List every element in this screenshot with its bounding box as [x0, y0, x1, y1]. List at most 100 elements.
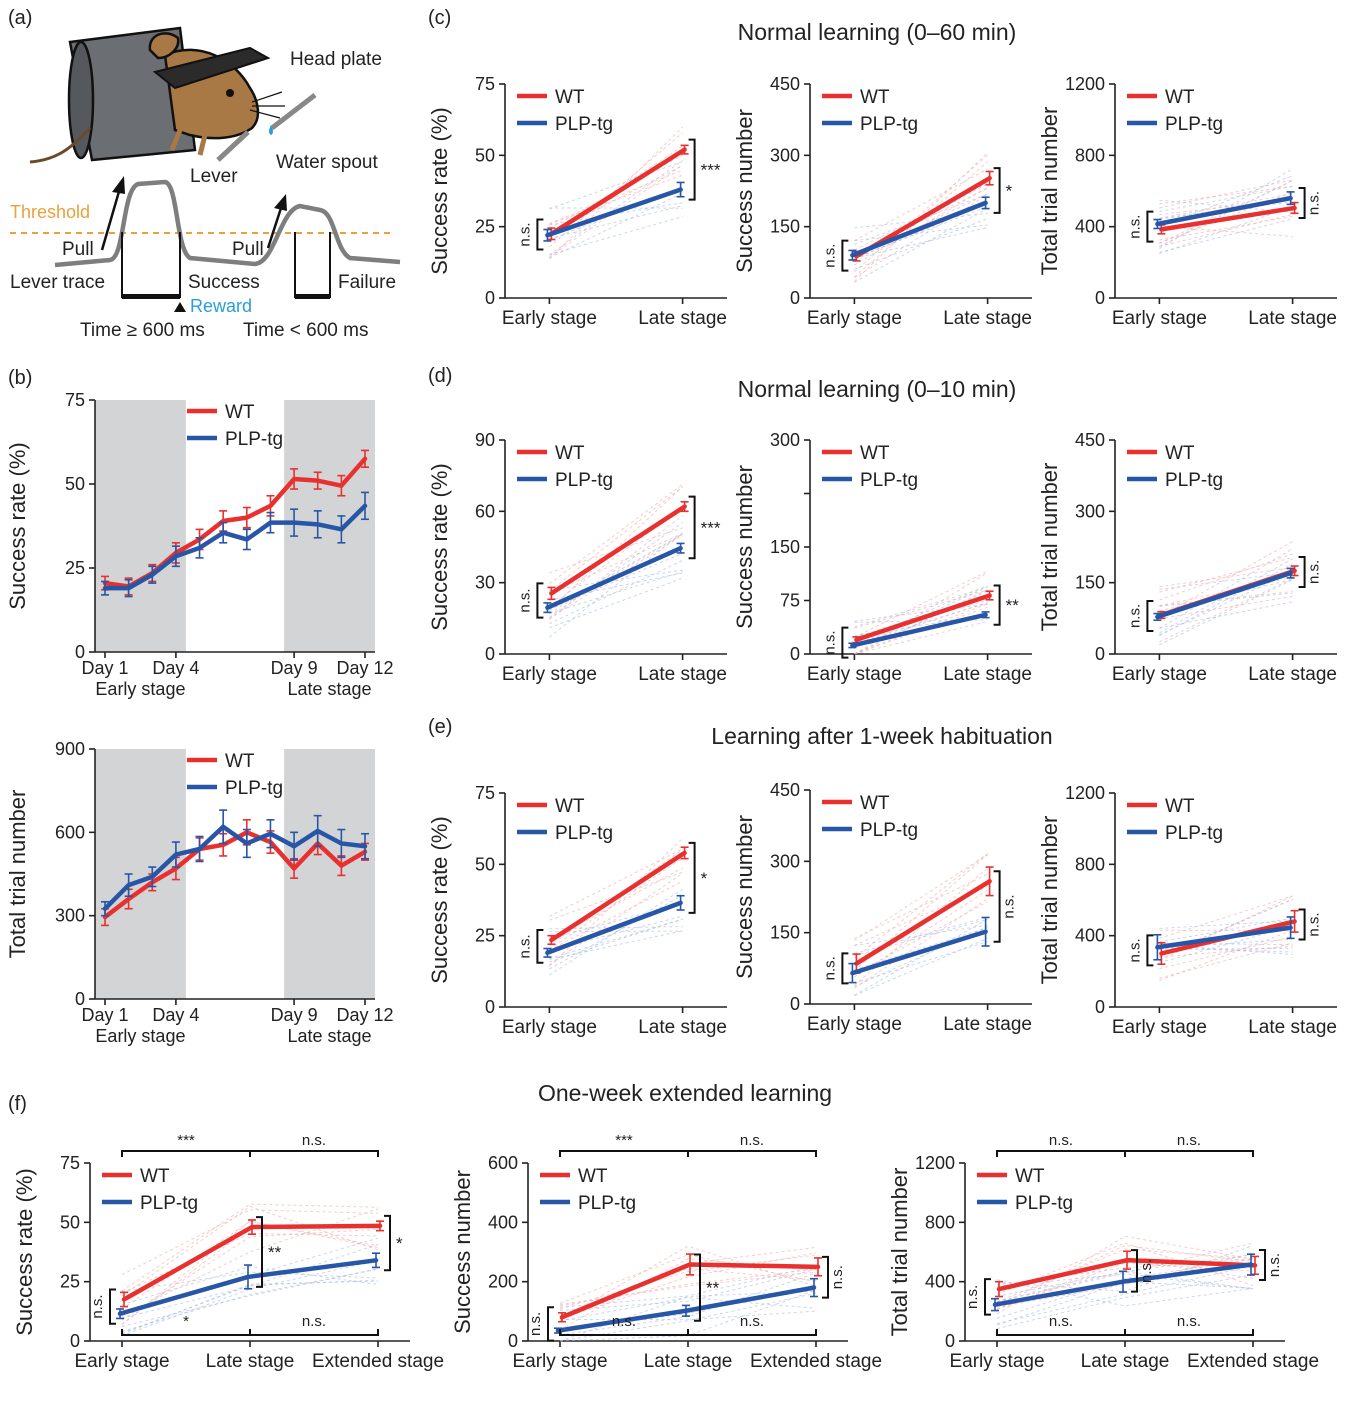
significance-bracket: [1259, 1250, 1265, 1280]
legend-label: PLP-tg: [140, 1193, 198, 1214]
y-tick-label: 150: [770, 537, 800, 557]
time-success-label: Time ≥ 600 ms: [80, 320, 205, 341]
y-axis-label: Success rate (%): [427, 107, 452, 275]
significance-label: *: [1006, 182, 1013, 201]
y-tick-label: 150: [770, 217, 800, 237]
y-tick-label: 1200: [915, 1153, 955, 1173]
individual-trace: [854, 195, 987, 278]
individual-trace: [549, 881, 682, 950]
significance-bracket: [689, 497, 695, 559]
significance-label: n.s.: [1266, 1253, 1283, 1277]
individual-trace: [1159, 580, 1292, 645]
x-tick-label: Day 1: [81, 658, 128, 678]
significance-bracket: [1125, 1151, 1253, 1157]
significance-label: n.s.: [516, 934, 533, 958]
y-tick-label: 450: [770, 74, 800, 94]
legend-label: PLP-tg: [225, 429, 283, 450]
x-tick-label: Late stage: [638, 664, 727, 685]
y-tick-label: 1200: [1065, 74, 1105, 94]
significance-label: n.s.: [1306, 560, 1323, 584]
individual-trace: [1159, 186, 1292, 211]
x-group-label: Late stage: [288, 679, 372, 699]
x-tick-label: Late stage: [943, 308, 1032, 329]
success-label: Success: [188, 272, 260, 293]
legend-label: PLP-tg: [1165, 823, 1223, 844]
significance-bracket: [1147, 601, 1153, 631]
legend-label: PLP-tg: [225, 778, 283, 799]
significance-label: n.s.: [964, 1285, 981, 1309]
panel-label-a: (a): [8, 7, 32, 29]
x-group-label: Early stage: [95, 1026, 185, 1046]
y-axis-label: Success rate (%): [5, 442, 30, 610]
legend-label: WT: [555, 87, 585, 108]
individual-trace: [997, 1282, 1253, 1325]
x-group-label: Early stage: [95, 679, 185, 699]
y-tick-label: 0: [790, 288, 800, 308]
significance-bracket: [1299, 188, 1305, 218]
y-tick-label: 0: [485, 644, 495, 664]
individual-trace: [997, 1236, 1253, 1314]
x-tick-label: Late stage: [1248, 308, 1337, 329]
lever-trace-line: [55, 182, 400, 265]
y-axis-label: Success number: [732, 109, 757, 273]
y-tick-label: 400: [925, 1272, 955, 1292]
significance-label: *: [183, 1313, 189, 1330]
x-group-label: Late stage: [288, 1026, 372, 1046]
y-tick-label: 0: [945, 1331, 955, 1351]
water-spout-icon: [272, 95, 315, 128]
individual-trace: [854, 899, 987, 989]
stage-shade: [95, 749, 186, 999]
x-tick-label: Extended stage: [1187, 1351, 1319, 1372]
failure-window-bar: [295, 294, 330, 299]
x-tick-label: Day 12: [336, 1005, 393, 1025]
individual-trace: [549, 515, 682, 619]
individual-trace: [997, 1249, 1253, 1302]
panel-label-e: (e): [428, 716, 452, 738]
x-tick-label: Early stage: [74, 1351, 169, 1372]
y-axis-label: Total trial number: [887, 1168, 912, 1337]
individual-trace: [549, 522, 682, 617]
individual-trace: [1159, 549, 1292, 629]
x-tick-label: Early stage: [502, 308, 597, 329]
y-tick-label: 75: [65, 390, 85, 410]
legend-label: PLP-tg: [1165, 470, 1223, 491]
individual-trace: [1159, 219, 1292, 253]
legend-label: WT: [225, 402, 255, 423]
y-tick-label: 0: [1095, 644, 1105, 664]
significance-label: n.s.: [1138, 1259, 1155, 1283]
y-tick-label: 800: [925, 1212, 955, 1232]
y-tick-label: 800: [1075, 145, 1105, 165]
y-tick-label: 200: [488, 1272, 518, 1292]
x-tick-label: Late stage: [1248, 664, 1337, 685]
series-line-wt: [551, 150, 684, 234]
x-tick-label: Late stage: [943, 1014, 1032, 1035]
y-tick-label: 400: [488, 1212, 518, 1232]
y-tick-label: 300: [55, 906, 85, 926]
significance-bracket: [689, 843, 695, 913]
significance-label: n.s.: [1306, 191, 1323, 215]
significance-label: ***: [177, 1132, 195, 1149]
x-tick-label: Early stage: [949, 1351, 1044, 1372]
significance-bracket: [1147, 935, 1153, 965]
x-tick-label: Early stage: [1112, 664, 1207, 685]
y-tick-label: 75: [475, 74, 495, 94]
legend-label: PLP-tg: [555, 823, 613, 844]
x-tick-label: Late stage: [206, 1351, 295, 1372]
y-tick-label: 400: [1075, 926, 1105, 946]
individual-trace: [549, 161, 682, 208]
x-tick-label: Late stage: [943, 664, 1032, 685]
significance-label: ***: [701, 518, 721, 537]
significance-bracket: [985, 1279, 991, 1315]
significance-label: n.s.: [527, 1312, 544, 1336]
significance-label: n.s.: [1049, 1132, 1073, 1149]
series-line-plp: [1157, 928, 1290, 948]
significance-bracket: [994, 168, 1000, 213]
significance-bracket: [384, 1216, 390, 1270]
significance-label: n.s.: [1001, 894, 1018, 918]
panel-label-b: (b): [8, 367, 32, 389]
